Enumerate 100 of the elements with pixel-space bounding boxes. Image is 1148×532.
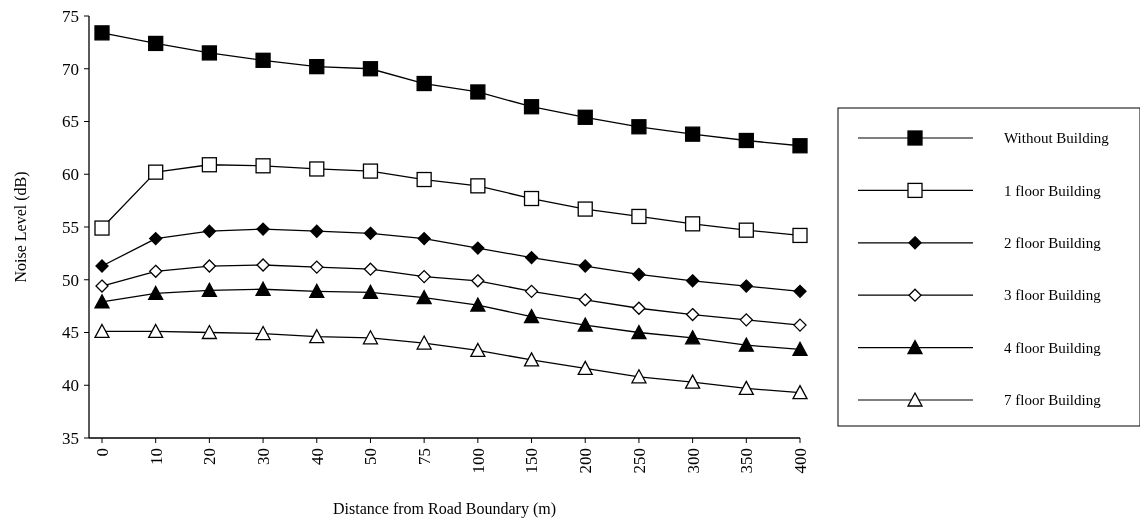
- point: [362, 284, 379, 300]
- point: [148, 35, 164, 52]
- point: [471, 241, 485, 255]
- x-tick-label: 300: [683, 448, 703, 474]
- point: [577, 109, 593, 125]
- point: [631, 119, 647, 135]
- point: [310, 224, 324, 238]
- point: [417, 269, 431, 284]
- point: [632, 301, 646, 315]
- text: 7 floor Building: [1004, 392, 1102, 409]
- point: [148, 164, 164, 180]
- point: [363, 262, 378, 276]
- point: [631, 324, 647, 340]
- point: [523, 99, 540, 115]
- point: [684, 126, 701, 142]
- point: [256, 258, 270, 272]
- point: [577, 201, 593, 217]
- y-tick-label: 50: [62, 270, 79, 290]
- point: [202, 259, 217, 273]
- point: [684, 374, 701, 389]
- text: 3 floor Building: [1004, 287, 1102, 304]
- text: 1 floor Building: [1004, 182, 1102, 199]
- x-tick-label: 400: [790, 448, 810, 474]
- point: [577, 360, 593, 376]
- point: [417, 231, 431, 246]
- x-tick-label: 350: [737, 448, 757, 474]
- point: [309, 58, 325, 75]
- point: [739, 279, 753, 293]
- point: [148, 285, 164, 301]
- x-tick-label: 250: [629, 448, 649, 474]
- point: [309, 329, 325, 344]
- point: [201, 324, 218, 340]
- point: [201, 282, 218, 297]
- point: [738, 337, 754, 352]
- point: [94, 25, 110, 41]
- text: Without Building: [1004, 130, 1110, 147]
- point: [363, 226, 378, 240]
- point: [685, 274, 700, 288]
- point: [578, 259, 592, 273]
- point: [470, 178, 486, 194]
- point: [523, 352, 540, 367]
- x-tick-label: 100: [468, 448, 488, 474]
- x-tick-label: 50: [361, 448, 381, 465]
- point: [631, 369, 647, 384]
- y-axis-title: Noise Level (dB): [12, 171, 30, 283]
- point: [255, 325, 271, 341]
- point: [362, 163, 379, 179]
- text: 4 floor Building: [1004, 339, 1102, 356]
- point: [632, 267, 646, 282]
- x-tick-label: 10: [146, 448, 166, 465]
- point: [362, 330, 379, 345]
- point: [362, 61, 379, 77]
- point: [255, 158, 271, 174]
- point: [309, 283, 325, 299]
- point: [792, 138, 808, 154]
- point: [631, 208, 647, 225]
- y-tick-label: 35: [62, 428, 79, 448]
- point: [470, 297, 486, 312]
- point: [416, 171, 432, 188]
- x-tick-label: 150: [522, 448, 542, 474]
- y-tick-label: 65: [62, 112, 79, 132]
- point: [792, 384, 808, 400]
- point: [684, 330, 701, 345]
- point: [149, 231, 163, 246]
- point: [255, 52, 271, 68]
- point: [202, 224, 217, 238]
- x-axis-title: Distance from Road Boundary (m): [332, 500, 557, 518]
- point: [685, 307, 700, 322]
- text: 2 floor Building: [1004, 235, 1102, 252]
- point: [524, 250, 539, 265]
- point: [523, 190, 540, 207]
- point: [416, 75, 432, 92]
- x-tick-label: 40: [307, 448, 327, 465]
- y-tick-label: 75: [62, 6, 79, 26]
- point: [256, 222, 270, 236]
- x-tick-label: 20: [200, 448, 220, 465]
- point: [201, 157, 218, 173]
- point: [470, 84, 486, 100]
- point: [792, 227, 808, 244]
- point: [149, 264, 163, 278]
- point: [578, 293, 592, 307]
- point: [524, 284, 539, 299]
- point: [738, 380, 754, 396]
- y-tick-label: 45: [62, 323, 79, 343]
- point: [792, 341, 808, 357]
- point: [471, 274, 485, 288]
- point: [738, 132, 754, 149]
- point: [793, 284, 807, 299]
- point: [793, 318, 807, 332]
- point: [523, 309, 540, 324]
- x-tick-label: 0: [92, 448, 112, 457]
- point: [684, 216, 701, 232]
- point: [94, 323, 110, 339]
- x-tick-label: 200: [576, 448, 596, 474]
- x-tick-label: 30: [254, 448, 274, 465]
- point: [94, 294, 110, 309]
- point: [738, 222, 754, 238]
- point: [416, 290, 432, 305]
- point: [201, 45, 218, 61]
- y-tick-label: 70: [62, 59, 79, 79]
